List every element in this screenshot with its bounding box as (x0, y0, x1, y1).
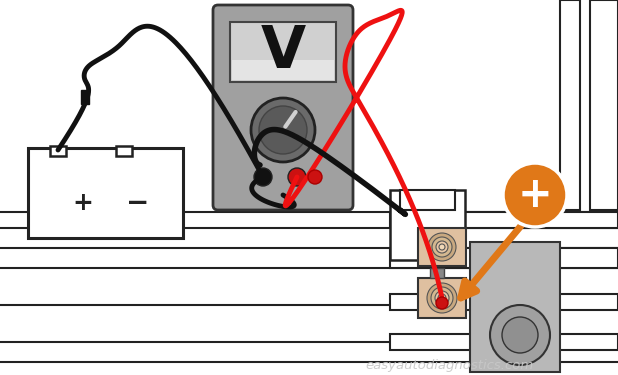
Bar (232, 60, 334, 80)
Bar (430, 268, 444, 278)
Text: −: − (126, 189, 150, 217)
Circle shape (436, 297, 448, 309)
Circle shape (438, 294, 446, 302)
Circle shape (308, 170, 322, 184)
Bar (0, 210, 618, 375)
Circle shape (432, 237, 452, 257)
Circle shape (431, 287, 453, 309)
Bar (418, 228, 466, 266)
Text: +: + (72, 191, 93, 215)
Bar (400, 190, 455, 210)
Text: +: + (518, 174, 552, 216)
Circle shape (490, 305, 550, 365)
Text: V: V (260, 24, 305, 81)
FancyBboxPatch shape (213, 5, 353, 210)
Bar (470, 242, 560, 372)
Circle shape (436, 241, 448, 253)
Bar (390, 190, 465, 260)
Circle shape (259, 106, 307, 154)
Circle shape (254, 168, 272, 186)
Bar (390, 294, 618, 310)
Bar (390, 212, 618, 228)
Bar (50, 146, 66, 156)
Bar (418, 278, 466, 318)
Bar (230, 22, 336, 82)
Circle shape (435, 291, 449, 305)
Circle shape (439, 244, 445, 250)
Bar (81, 90, 89, 104)
Circle shape (288, 168, 306, 186)
Circle shape (503, 163, 567, 227)
Bar (590, 0, 618, 210)
Circle shape (428, 233, 456, 261)
Circle shape (427, 283, 457, 313)
Circle shape (502, 317, 538, 353)
Bar (116, 146, 132, 156)
Bar (390, 334, 618, 350)
Bar (560, 0, 580, 210)
Bar (28, 148, 183, 238)
Text: easyautodiagnostics.com: easyautodiagnostics.com (366, 360, 534, 372)
Bar (390, 248, 618, 268)
Circle shape (251, 98, 315, 162)
Bar (0, 0, 618, 210)
